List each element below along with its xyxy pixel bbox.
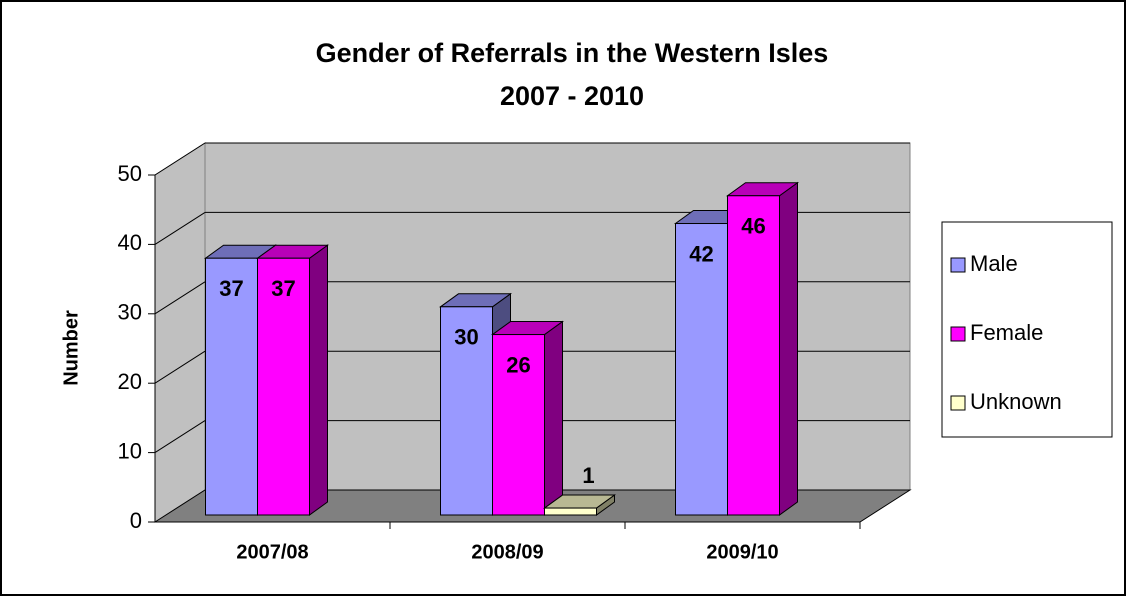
bar [205,257,258,516]
bar-side [309,244,328,516]
x-tick-label: 2007/08 [236,541,308,563]
bar [440,306,493,516]
data-label: 30 [454,325,478,350]
bar [492,334,545,516]
grid-line [154,420,206,454]
data-label: 37 [271,276,295,301]
bar [675,223,728,516]
bar [727,195,780,516]
bar-side [544,320,563,516]
y-tick-label: 50 [118,161,142,186]
legend-marker [950,257,966,273]
side-wall [154,142,206,523]
bar [257,257,310,516]
chart-subtitle: 2007 - 2010 [500,81,644,111]
y-tick-label: 10 [118,438,142,463]
grid-line [154,350,206,384]
grid-line [154,281,206,315]
data-label: 1 [582,463,594,488]
data-label: 26 [506,352,530,377]
legend-marker [950,395,966,411]
y-tick-label: 0 [130,508,142,533]
x-tick-label: 2008/09 [471,541,543,563]
legend-label: Female [970,320,1043,345]
legend-label: Male [970,251,1018,276]
data-label: 46 [741,214,765,239]
x-tick-label: 2009/10 [706,541,778,563]
data-label: 37 [219,276,243,301]
grid-line [154,211,206,245]
grid-line [154,142,206,176]
y-tick-label: 40 [118,230,142,255]
y-tick-label: 30 [118,300,142,325]
y-axis-label: Number [60,310,82,386]
chart-title: Gender of Referrals in the Western Isles [316,38,829,68]
legend-label: Unknown [970,389,1062,414]
y-tick-label: 20 [118,369,142,394]
bar-side [779,181,798,516]
legend-box [941,221,1113,438]
bar [544,507,597,516]
data-label: 42 [689,241,713,266]
legend-marker [950,326,966,342]
